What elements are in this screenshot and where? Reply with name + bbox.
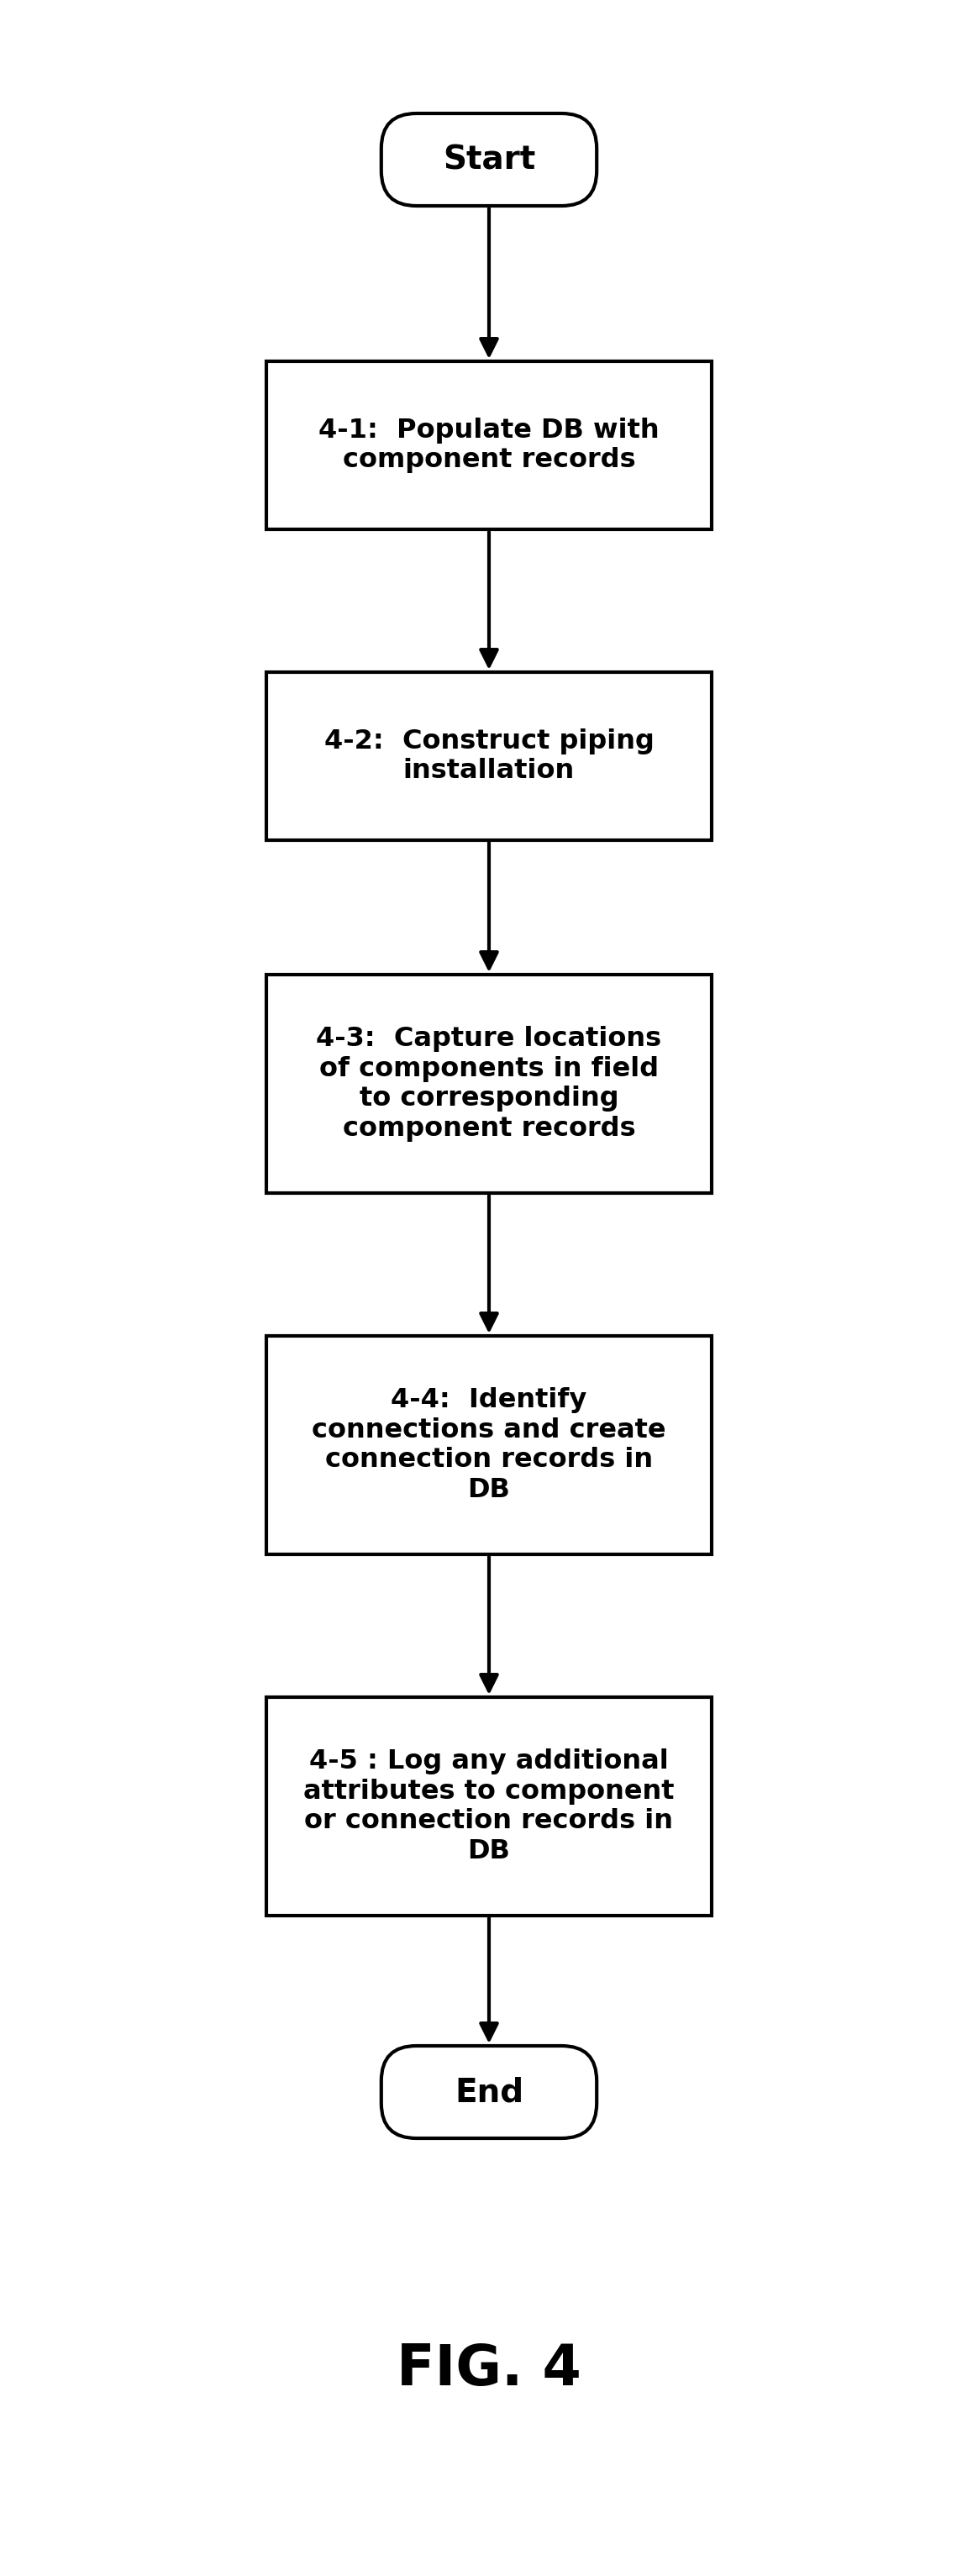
- FancyBboxPatch shape: [381, 113, 597, 206]
- Text: 4-4:  Identify
connections and create
connection records in
DB: 4-4: Identify connections and create con…: [312, 1386, 666, 1504]
- Text: Start: Start: [443, 144, 535, 175]
- Text: FIG. 4: FIG. 4: [397, 2342, 581, 2398]
- Bar: [266, 672, 712, 840]
- Bar: [266, 974, 712, 1193]
- Bar: [266, 1337, 712, 1553]
- Text: 4-5 : Log any additional
attributes to component
or connection records in
DB: 4-5 : Log any additional attributes to c…: [303, 1749, 675, 1865]
- Bar: [266, 1698, 712, 1917]
- Text: 4-2:  Construct piping
installation: 4-2: Construct piping installation: [324, 729, 654, 783]
- Text: 4-1:  Populate DB with
component records: 4-1: Populate DB with component records: [319, 417, 659, 474]
- Text: 4-3:  Capture locations
of components in field
to corresponding
component record: 4-3: Capture locations of components in …: [316, 1025, 662, 1141]
- Text: End: End: [455, 2076, 523, 2107]
- FancyBboxPatch shape: [381, 2045, 597, 2138]
- Bar: [266, 361, 712, 528]
